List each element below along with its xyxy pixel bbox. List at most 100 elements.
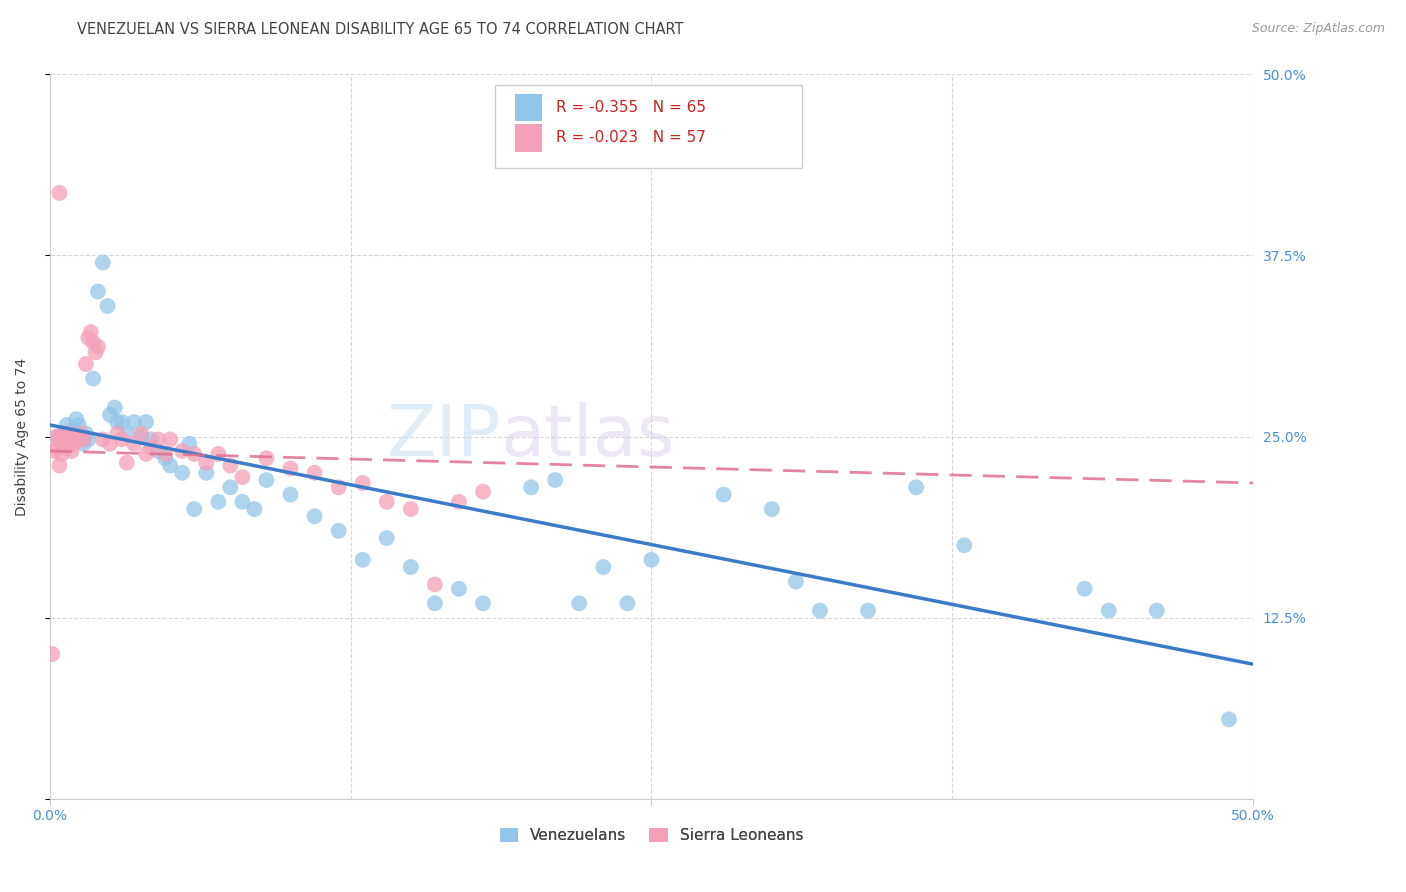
- Point: [122, 437, 145, 451]
- Point: [172, 466, 194, 480]
- Point: [63, 437, 86, 451]
- Point: [1073, 582, 1095, 596]
- Point: [375, 495, 398, 509]
- Point: [41, 647, 63, 661]
- Point: [87, 340, 110, 354]
- Point: [122, 415, 145, 429]
- Bar: [516, 124, 541, 152]
- Text: Source: ZipAtlas.com: Source: ZipAtlas.com: [1251, 22, 1385, 36]
- Point: [129, 429, 152, 443]
- Point: [46, 441, 69, 455]
- Point: [115, 456, 138, 470]
- Point: [77, 433, 100, 447]
- Point: [183, 502, 205, 516]
- Point: [155, 451, 177, 466]
- Point: [568, 596, 591, 610]
- Point: [70, 433, 93, 447]
- Point: [48, 186, 70, 200]
- Point: [219, 458, 242, 473]
- Point: [75, 357, 97, 371]
- Point: [67, 417, 90, 432]
- Point: [159, 433, 181, 447]
- Point: [146, 433, 169, 447]
- Point: [139, 433, 162, 447]
- Point: [60, 444, 83, 458]
- Point: [135, 415, 157, 429]
- Text: R = -0.023   N = 57: R = -0.023 N = 57: [557, 130, 706, 145]
- Point: [159, 458, 181, 473]
- Point: [254, 473, 277, 487]
- Text: ZIP: ZIP: [387, 402, 501, 471]
- Point: [399, 502, 422, 516]
- Point: [146, 444, 169, 458]
- Point: [761, 502, 783, 516]
- Point: [254, 451, 277, 466]
- Point: [58, 426, 80, 441]
- Point: [55, 441, 77, 455]
- Point: [640, 553, 662, 567]
- Point: [51, 437, 73, 451]
- Point: [87, 285, 110, 299]
- Point: [104, 401, 127, 415]
- Point: [65, 433, 87, 447]
- Point: [82, 371, 104, 385]
- Point: [139, 441, 162, 455]
- Point: [953, 538, 976, 552]
- Point: [231, 470, 253, 484]
- Point: [48, 433, 70, 447]
- Point: [63, 429, 86, 443]
- Point: [399, 560, 422, 574]
- Point: [352, 553, 374, 567]
- Point: [111, 415, 134, 429]
- Point: [84, 345, 107, 359]
- Point: [44, 444, 66, 458]
- Point: [105, 426, 128, 441]
- Point: [51, 447, 73, 461]
- Point: [58, 433, 80, 447]
- Point: [243, 502, 266, 516]
- Point: [231, 495, 253, 509]
- Point: [82, 335, 104, 350]
- Point: [304, 509, 326, 524]
- Point: [46, 429, 69, 443]
- Point: [352, 475, 374, 490]
- Point: [447, 582, 470, 596]
- Point: [1218, 712, 1240, 726]
- Point: [544, 473, 567, 487]
- Point: [808, 603, 831, 617]
- Point: [447, 495, 470, 509]
- Point: [98, 408, 121, 422]
- Point: [1146, 603, 1168, 617]
- Point: [115, 426, 138, 441]
- FancyBboxPatch shape: [495, 85, 801, 169]
- Point: [328, 524, 350, 538]
- Point: [55, 429, 77, 443]
- Point: [58, 437, 80, 451]
- Point: [472, 484, 495, 499]
- Point: [98, 437, 121, 451]
- Point: [48, 458, 70, 473]
- Point: [179, 437, 201, 451]
- Point: [219, 480, 242, 494]
- Point: [280, 487, 302, 501]
- Point: [97, 299, 120, 313]
- Point: [856, 603, 879, 617]
- Point: [53, 426, 76, 441]
- Point: [280, 461, 302, 475]
- Point: [304, 466, 326, 480]
- Point: [105, 415, 128, 429]
- Point: [155, 447, 177, 461]
- Point: [91, 433, 114, 447]
- Point: [77, 331, 100, 345]
- Point: [80, 325, 103, 339]
- Point: [67, 429, 90, 443]
- Text: atlas: atlas: [501, 402, 675, 471]
- Point: [905, 480, 928, 494]
- Bar: [516, 94, 541, 121]
- Text: VENEZUELAN VS SIERRA LEONEAN DISABILITY AGE 65 TO 74 CORRELATION CHART: VENEZUELAN VS SIERRA LEONEAN DISABILITY …: [77, 22, 683, 37]
- Point: [70, 426, 93, 441]
- Point: [207, 447, 229, 461]
- Point: [195, 466, 218, 480]
- Point: [48, 433, 70, 447]
- Point: [1098, 603, 1121, 617]
